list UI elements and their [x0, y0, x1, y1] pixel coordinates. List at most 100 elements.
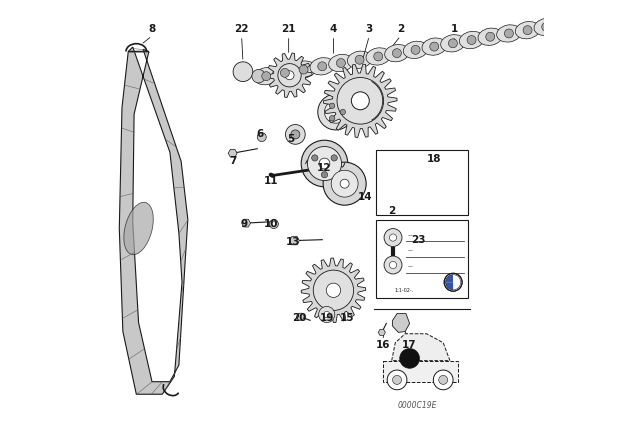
Circle shape [321, 172, 328, 178]
Circle shape [257, 133, 266, 142]
Text: 14: 14 [358, 192, 372, 202]
Polygon shape [324, 64, 397, 138]
Ellipse shape [254, 68, 278, 85]
Circle shape [430, 42, 439, 51]
Text: —: — [408, 249, 412, 254]
Text: 2: 2 [388, 206, 396, 215]
Polygon shape [392, 314, 410, 332]
Circle shape [291, 130, 300, 139]
Text: 15: 15 [340, 313, 354, 323]
Circle shape [411, 45, 420, 54]
Text: 10: 10 [264, 219, 278, 229]
Ellipse shape [534, 18, 559, 35]
Circle shape [541, 22, 550, 31]
Circle shape [314, 270, 354, 310]
Ellipse shape [515, 22, 540, 39]
Polygon shape [383, 361, 458, 382]
Circle shape [317, 94, 354, 130]
Polygon shape [242, 219, 251, 227]
Circle shape [449, 39, 458, 48]
Text: 7: 7 [229, 156, 236, 166]
Circle shape [387, 370, 407, 390]
Ellipse shape [497, 25, 521, 42]
Circle shape [326, 283, 340, 297]
Circle shape [392, 375, 401, 384]
Text: 23: 23 [412, 235, 426, 245]
Text: —: — [408, 264, 412, 269]
Circle shape [337, 78, 383, 124]
Text: 1: 1 [451, 24, 458, 34]
Circle shape [331, 155, 337, 161]
Ellipse shape [441, 34, 465, 52]
Circle shape [504, 29, 513, 38]
Ellipse shape [386, 209, 396, 214]
Ellipse shape [438, 169, 447, 188]
Polygon shape [296, 313, 305, 320]
Wedge shape [453, 275, 461, 282]
Ellipse shape [291, 61, 316, 78]
Circle shape [467, 35, 476, 44]
Text: Lermob: Lermob [378, 173, 399, 179]
Circle shape [280, 69, 289, 78]
Polygon shape [267, 53, 312, 98]
Text: 9: 9 [240, 219, 248, 229]
Text: 1:1-02-.: 1:1-02-. [394, 288, 413, 293]
Ellipse shape [460, 31, 484, 49]
Ellipse shape [448, 169, 458, 188]
Circle shape [389, 262, 397, 269]
Polygon shape [378, 329, 385, 336]
Text: Fachschaft: Fachschaft [420, 162, 449, 167]
Text: 8: 8 [148, 24, 156, 34]
Circle shape [337, 59, 346, 68]
Ellipse shape [124, 202, 154, 254]
Text: 5: 5 [287, 134, 294, 144]
Text: Bemmede: Bemmede [426, 154, 461, 159]
Ellipse shape [396, 172, 406, 190]
Text: 11: 11 [264, 177, 278, 186]
Wedge shape [445, 275, 453, 282]
Circle shape [271, 222, 276, 226]
Ellipse shape [273, 64, 297, 82]
Circle shape [262, 72, 271, 81]
Circle shape [312, 155, 318, 161]
Polygon shape [289, 236, 300, 245]
Circle shape [317, 62, 327, 71]
Text: 0000C19E: 0000C19E [398, 401, 437, 410]
Circle shape [355, 55, 364, 64]
Circle shape [374, 52, 383, 61]
Circle shape [252, 69, 266, 83]
Ellipse shape [478, 28, 502, 45]
Polygon shape [301, 258, 365, 323]
Circle shape [307, 146, 342, 181]
Circle shape [285, 71, 294, 80]
Ellipse shape [385, 44, 409, 62]
Text: C lex: C lex [378, 162, 391, 167]
Text: 2: 2 [397, 24, 404, 34]
Circle shape [330, 103, 335, 108]
Circle shape [351, 92, 369, 110]
Circle shape [340, 179, 349, 188]
Text: 19: 19 [319, 313, 334, 323]
Ellipse shape [422, 38, 447, 55]
Text: 4: 4 [330, 24, 337, 34]
Text: 6: 6 [256, 129, 263, 139]
Polygon shape [228, 149, 237, 157]
Text: 20: 20 [292, 313, 307, 323]
Ellipse shape [458, 168, 468, 187]
Circle shape [269, 220, 278, 228]
Text: Fcdllicin: Fcdllicin [420, 185, 442, 190]
Circle shape [384, 228, 402, 246]
Circle shape [384, 256, 402, 274]
Circle shape [278, 64, 301, 87]
Circle shape [486, 32, 495, 41]
Text: 22: 22 [234, 24, 249, 34]
Text: 16: 16 [376, 340, 390, 350]
Circle shape [523, 26, 532, 34]
Circle shape [323, 162, 366, 205]
Text: 13: 13 [286, 237, 300, 247]
FancyBboxPatch shape [376, 150, 468, 215]
Text: Grendie: Grendie [378, 185, 399, 190]
Circle shape [400, 349, 419, 368]
Polygon shape [119, 47, 188, 394]
Circle shape [233, 62, 253, 82]
